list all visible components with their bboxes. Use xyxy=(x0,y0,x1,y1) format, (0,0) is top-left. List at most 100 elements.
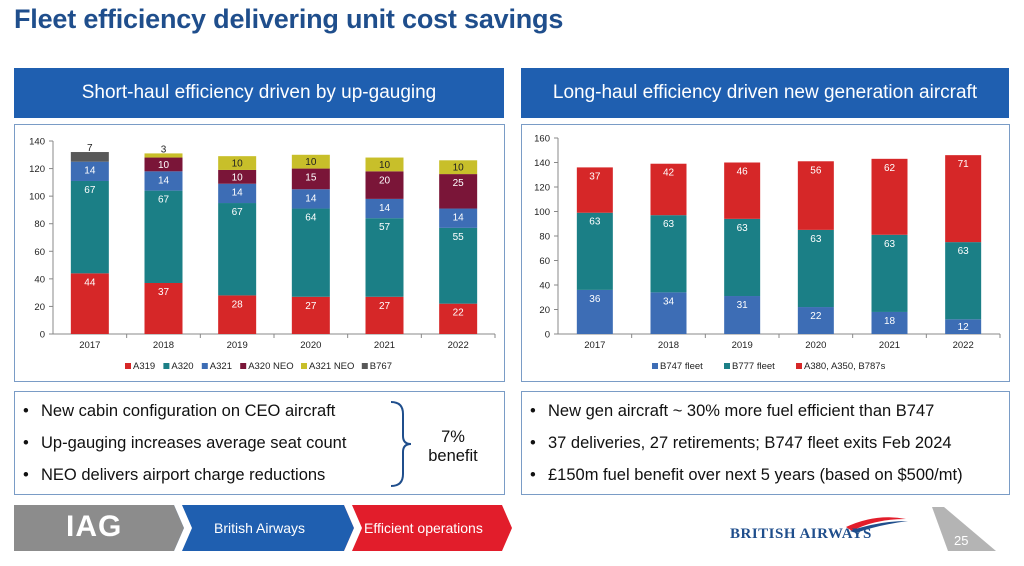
page-corner-shape xyxy=(932,507,996,551)
data-label: 57 xyxy=(379,222,391,233)
x-tick-label: 2019 xyxy=(732,340,753,351)
brace-icon xyxy=(390,401,412,487)
bar-segment xyxy=(218,295,257,334)
bar-segment xyxy=(724,162,761,219)
data-label: 14 xyxy=(453,213,465,224)
data-label: 14 xyxy=(232,188,244,199)
bar-segment xyxy=(871,234,908,312)
data-label: 67 xyxy=(232,207,244,218)
x-tick-label: 2020 xyxy=(300,340,321,351)
x-tick-label: 2018 xyxy=(658,340,679,351)
bar-segment xyxy=(797,161,834,230)
data-label: 63 xyxy=(810,234,822,245)
data-label: 22 xyxy=(810,311,822,322)
data-label: 28 xyxy=(232,299,244,310)
bullet-item: • Up-gauging increases average seat count xyxy=(23,434,347,452)
bar-segment xyxy=(291,189,330,209)
long-haul-chart: 0 20 40 60 80 100 120 140 160 2017 36 63 37 2018 34 63 4… xyxy=(534,134,1001,372)
legend-label: B777 fleet xyxy=(732,361,775,372)
data-label: 56 xyxy=(810,165,822,176)
legend-swatch xyxy=(796,363,802,369)
data-label: 14 xyxy=(84,166,96,177)
x-tick-label: 2018 xyxy=(153,340,174,351)
tab-efficient-operations[interactable]: Efficient operations xyxy=(364,520,483,536)
short-haul-header: Short-haul efficiency driven by up-gaugi… xyxy=(14,68,504,118)
short-haul-chart: 0 20 40 60 80 100 120 140 2017 44 67 14 7 2018 37 67 14 1… xyxy=(29,137,496,372)
bar-segment xyxy=(365,198,404,219)
data-label: 25 xyxy=(453,178,465,189)
x-tick-label: 2020 xyxy=(805,340,826,351)
bar-segment xyxy=(650,292,687,334)
y-tick-label: 40 xyxy=(34,274,45,285)
x-tick-label: 2017 xyxy=(79,340,100,351)
bullet-text: £150m fuel benefit over next 5 years (ba… xyxy=(548,466,963,484)
y-tick-label: 80 xyxy=(539,232,550,243)
data-label: 10 xyxy=(379,160,391,171)
bar-segment xyxy=(871,311,908,334)
legend-label: A380, A350, B787s xyxy=(804,361,886,372)
legend-label: A321 xyxy=(210,361,232,372)
data-label: 22 xyxy=(453,308,465,319)
y-tick-label: 120 xyxy=(534,183,550,194)
data-label: 10 xyxy=(453,163,465,174)
bar-segment xyxy=(365,171,404,199)
data-label: 63 xyxy=(884,239,896,250)
data-label: 12 xyxy=(958,322,970,333)
legend-swatch xyxy=(125,363,131,369)
legend-label: A321 NEO xyxy=(309,361,354,372)
bar-segment xyxy=(650,215,687,293)
data-label: 37 xyxy=(589,171,601,182)
bullet-item: • £150m fuel benefit over next 5 years (b… xyxy=(530,466,963,484)
bar-segment xyxy=(144,190,183,283)
page-number: 25 xyxy=(954,533,969,548)
bar-segment xyxy=(576,167,613,213)
data-label: 63 xyxy=(958,246,970,257)
short-haul-bullets: • New cabin configuration on CEO aircraft… xyxy=(14,391,505,495)
bar-segment xyxy=(724,218,761,297)
benefit-label: benefit xyxy=(428,447,478,465)
bar-segment xyxy=(218,169,257,184)
bullet-text: Up-gauging increases average seat count xyxy=(41,434,347,452)
data-label: 27 xyxy=(379,301,391,312)
data-label: 15 xyxy=(305,173,317,184)
bar-segment xyxy=(218,183,257,204)
data-label: 18 xyxy=(884,316,896,327)
bar-segment xyxy=(945,319,982,334)
data-label: 42 xyxy=(663,168,675,179)
bar-segment xyxy=(70,180,109,274)
legend-swatch xyxy=(652,363,658,369)
bar-segment xyxy=(724,296,761,334)
y-tick-label: 40 xyxy=(539,281,550,292)
data-label: 63 xyxy=(663,219,675,230)
bullet-item: • 37 deliveries, 27 retirements; B747 fle… xyxy=(530,434,952,452)
british-airways-wordmark: BRITISH AIRWAYS xyxy=(730,526,872,542)
bar-segment xyxy=(576,212,613,290)
bar-segment xyxy=(439,174,478,209)
legend-label: A319 xyxy=(133,361,155,372)
data-label: 10 xyxy=(232,172,244,183)
data-label: 10 xyxy=(158,160,170,171)
data-label: 67 xyxy=(158,195,170,206)
speedmarque-icon xyxy=(846,517,906,531)
long-haul-header: Long-haul efficiency driven new generati… xyxy=(521,68,1009,118)
bar-segment xyxy=(291,168,330,190)
benefit-callout: 7% benefit xyxy=(415,428,491,466)
footer-band xyxy=(14,505,996,551)
data-label: 31 xyxy=(737,300,749,311)
bullet-text: New cabin configuration on CEO aircraft xyxy=(41,402,336,420)
bar-segment xyxy=(218,203,257,296)
y-tick-label: 100 xyxy=(534,207,550,218)
bar-segment xyxy=(797,229,834,308)
legend-label: B747 fleet xyxy=(660,361,703,372)
page-title: Fleet efficiency delivering unit cost sa… xyxy=(14,4,564,34)
long-haul-header-text: Long-haul efficiency driven new generati… xyxy=(552,82,978,103)
bullet-item: • New cabin configuration on CEO aircraft xyxy=(23,402,336,420)
legend-label: B767 xyxy=(370,361,392,372)
legend-swatch xyxy=(361,363,368,369)
legend-swatch xyxy=(201,363,208,369)
tab-british-airways[interactable]: British Airways xyxy=(214,520,306,536)
bar-segment xyxy=(365,218,404,297)
y-tick-label: 0 xyxy=(545,330,550,341)
bar-segment xyxy=(70,161,109,181)
data-label: 10 xyxy=(305,157,317,168)
